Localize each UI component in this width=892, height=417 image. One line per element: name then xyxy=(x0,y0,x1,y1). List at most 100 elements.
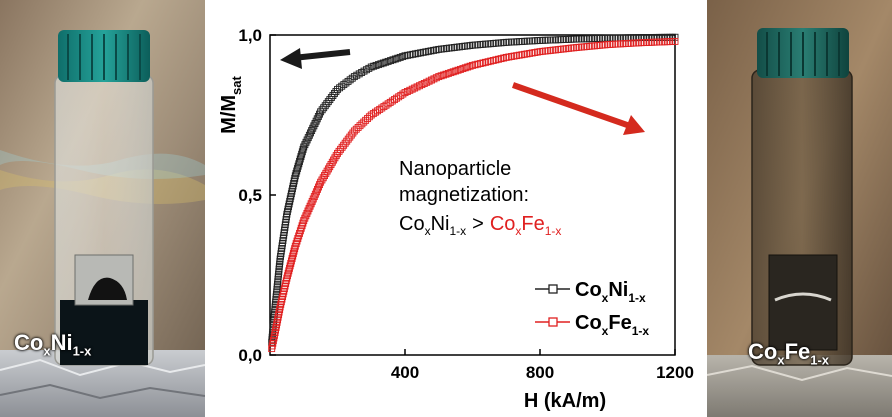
cofe-vial-photo xyxy=(707,0,892,417)
data-point xyxy=(391,55,399,63)
data-point xyxy=(314,185,321,193)
data-point xyxy=(284,272,291,280)
data-point xyxy=(302,138,310,146)
data-point xyxy=(309,124,317,132)
legend-marker-coni xyxy=(548,284,558,294)
data-point xyxy=(308,127,316,135)
data-point xyxy=(293,167,301,175)
data-point xyxy=(671,37,679,45)
coni-vial-photo xyxy=(0,0,205,417)
right-arrow-icon xyxy=(512,82,645,135)
data-point xyxy=(316,181,324,189)
data-point xyxy=(313,115,321,123)
data-point xyxy=(440,71,448,79)
left-arrow-icon xyxy=(280,48,351,69)
data-point xyxy=(303,209,311,217)
data-point xyxy=(305,205,313,213)
data-point xyxy=(315,183,322,191)
data-point xyxy=(403,88,411,95)
data-point xyxy=(384,57,392,65)
data-point xyxy=(416,82,423,90)
y-tick-label-0-0: 0,0 xyxy=(238,346,262,365)
data-point xyxy=(302,212,310,220)
data-point xyxy=(296,157,303,165)
x-tick-label-800: 800 xyxy=(526,363,554,382)
data-point xyxy=(292,169,300,177)
data-point xyxy=(298,148,306,156)
data-point xyxy=(464,63,472,71)
x-axis-title: H (kA/m) xyxy=(524,390,606,412)
data-point xyxy=(298,150,306,158)
data-point xyxy=(449,68,457,76)
data-point xyxy=(411,84,419,92)
data-point xyxy=(408,85,416,93)
data-point xyxy=(306,202,314,210)
data-point xyxy=(399,90,407,98)
data-point xyxy=(358,120,366,128)
data-point xyxy=(447,69,455,77)
data-point xyxy=(454,66,462,74)
data-point xyxy=(295,160,303,168)
data-point xyxy=(466,62,474,70)
data-point xyxy=(305,131,313,139)
data-point xyxy=(308,197,316,205)
data-point xyxy=(287,259,295,267)
data-point xyxy=(284,269,292,277)
data-point xyxy=(425,77,433,85)
data-point xyxy=(360,118,368,126)
data-point xyxy=(286,262,294,270)
data-point xyxy=(297,153,305,161)
data-point xyxy=(356,122,364,130)
data-point xyxy=(301,141,309,149)
x-tick-label-1200: 1200 xyxy=(656,363,694,382)
data-point xyxy=(312,117,320,125)
data-point xyxy=(375,61,382,69)
data-point xyxy=(459,65,467,73)
data-point xyxy=(299,145,307,153)
data-point xyxy=(291,172,299,180)
cofe-photo-label: CoxFe1-x xyxy=(748,339,830,368)
data-point xyxy=(362,116,370,124)
data-point xyxy=(423,78,431,86)
data-point xyxy=(437,72,445,80)
data-point xyxy=(289,250,297,258)
data-point xyxy=(428,76,435,84)
data-point xyxy=(332,87,340,95)
data-point xyxy=(309,195,317,203)
data-point xyxy=(461,64,469,72)
data-point xyxy=(456,65,464,73)
legend-item-coni: CoxNi1-x xyxy=(535,279,646,305)
legend: CoxNi1-x CoxFe1-x xyxy=(535,279,649,338)
chart-axes: 400 800 1200 0,0 0,5 1,0 xyxy=(238,26,694,382)
data-point xyxy=(287,257,295,265)
annotation-comparison: CoxNi1-x > CoxFe1-x xyxy=(399,213,561,238)
data-point xyxy=(310,122,318,130)
data-point xyxy=(283,274,291,282)
y-tick-label-0-5: 0,5 xyxy=(238,186,262,205)
data-point xyxy=(314,113,322,120)
data-point xyxy=(294,162,302,170)
data-point xyxy=(418,81,426,89)
series-cofe xyxy=(268,37,679,353)
legend-label-cofe: CoxFe1-x xyxy=(575,312,649,338)
data-point xyxy=(312,188,320,196)
data-point xyxy=(413,83,421,91)
data-point xyxy=(444,69,452,77)
data-point xyxy=(291,245,299,253)
coni-photo-label: CoxNi1-x xyxy=(14,330,92,359)
data-point xyxy=(304,207,312,215)
series-layer xyxy=(268,33,679,353)
data-point xyxy=(286,264,293,272)
magnetization-chart: 400 800 1200 0,0 0,5 1,0 M/Msat H (kA/m) Nano… xyxy=(205,0,707,417)
data-point xyxy=(452,67,460,75)
annotation-line1: Nanoparticle xyxy=(399,158,511,180)
y-tick-label-1-0: 1,0 xyxy=(238,26,262,45)
data-point xyxy=(430,75,438,83)
data-point xyxy=(311,120,319,127)
data-point xyxy=(367,63,375,71)
data-point xyxy=(300,143,308,151)
data-point xyxy=(289,252,297,260)
data-point xyxy=(387,57,394,65)
data-point xyxy=(310,193,318,201)
annotation-line2: magnetization: xyxy=(399,184,529,206)
